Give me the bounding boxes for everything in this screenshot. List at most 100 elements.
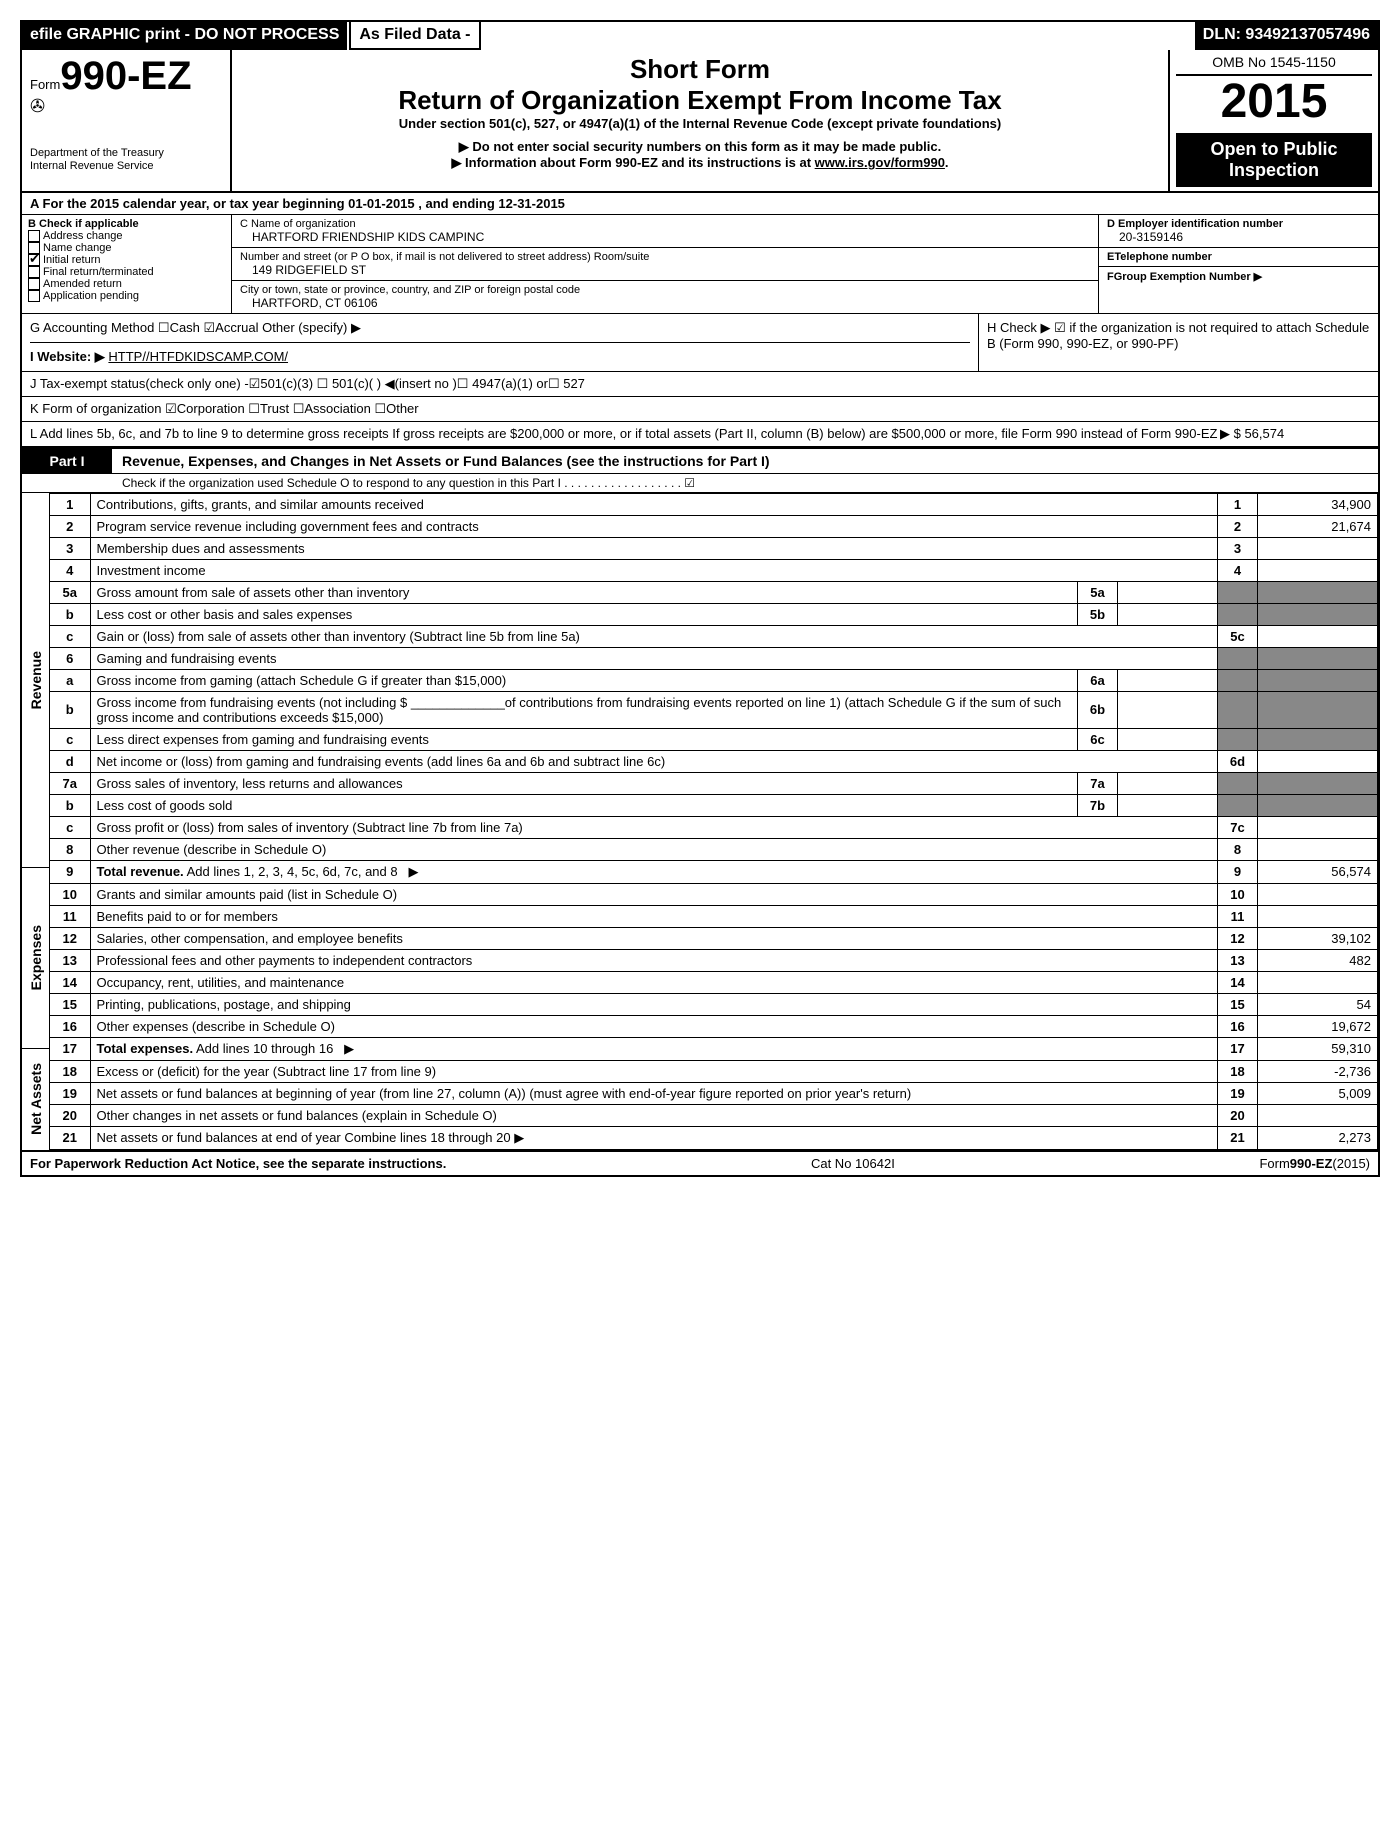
line-subval: [1118, 794, 1218, 816]
line-desc: Professional fees and other payments to …: [90, 949, 1218, 971]
line-desc: Excess or (deficit) for the year (Subtra…: [90, 1060, 1218, 1082]
checkbox-label: Amended return: [43, 278, 122, 290]
efile-label: efile GRAPHIC print - DO NOT PROCESS: [22, 22, 349, 50]
row-gh: G Accounting Method ☐Cash ☑Accrual Other…: [22, 314, 1378, 372]
line-number: 2: [50, 515, 90, 537]
checkbox-box[interactable]: [28, 254, 40, 266]
line-row: 12Salaries, other compensation, and empl…: [50, 927, 1378, 949]
line-desc: Gross amount from sale of assets other t…: [90, 581, 1078, 603]
line-subval: [1118, 691, 1218, 728]
line-numcol-shade: [1218, 603, 1258, 625]
line-number: 15: [50, 993, 90, 1015]
line-numcol: 16: [1218, 1015, 1258, 1037]
line-row: cLess direct expenses from gaming and fu…: [50, 728, 1378, 750]
line-subval: [1118, 603, 1218, 625]
header-left: Form990-EZ ✇ Department of the Treasury …: [22, 50, 232, 191]
line-val-shade: [1258, 647, 1378, 669]
row-h: H Check ▶ ☑ if the organization is not r…: [978, 314, 1378, 371]
line-desc: Total revenue. Add lines 1, 2, 3, 4, 5c,…: [90, 860, 1218, 883]
line-numcol: 1: [1218, 493, 1258, 515]
checkbox-address-change[interactable]: Address change: [28, 230, 225, 242]
checkbox-initial-return[interactable]: Initial return: [28, 254, 225, 266]
notice-2: ▶ Information about Form 990-EZ and its …: [240, 155, 1160, 171]
line-desc: Membership dues and assessments: [90, 537, 1218, 559]
line-val: 482: [1258, 949, 1378, 971]
vlabel-expenses: Expenses: [28, 925, 44, 990]
checkbox-label: Application pending: [43, 290, 139, 302]
line-row: 6Gaming and fundraising events: [50, 647, 1378, 669]
footer-left: For Paperwork Reduction Act Notice, see …: [30, 1156, 446, 1171]
section-b: B Check if applicable Address changeName…: [22, 215, 232, 313]
line-row: 13Professional fees and other payments t…: [50, 949, 1378, 971]
line-desc: Benefits paid to or for members: [90, 905, 1218, 927]
line-desc: Printing, publications, postage, and shi…: [90, 993, 1218, 1015]
line-val-shade: [1258, 691, 1378, 728]
line-number: 13: [50, 949, 90, 971]
line-desc: Program service revenue including govern…: [90, 515, 1218, 537]
irs-url[interactable]: www.irs.gov/form990: [815, 155, 945, 170]
dept-irs: Internal Revenue Service: [30, 160, 222, 173]
e-label: ETelephone number: [1099, 248, 1378, 267]
line-numcol: 3: [1218, 537, 1258, 559]
line-desc: Less cost or other basis and sales expen…: [90, 603, 1078, 625]
line-number: 5a: [50, 581, 90, 603]
line-desc: Salaries, other compensation, and employ…: [90, 927, 1218, 949]
row-j: J Tax-exempt status(check only one) -☑50…: [22, 372, 1378, 397]
line-val: [1258, 816, 1378, 838]
checkbox-box[interactable]: [28, 266, 40, 278]
lines-table: 1Contributions, gifts, grants, and simil…: [50, 493, 1378, 1150]
footer-mid: Cat No 10642I: [811, 1156, 895, 1171]
line-desc: Gross income from fundraising events (no…: [90, 691, 1078, 728]
website-url[interactable]: HTTP//HTFDKIDSCAMP.COM/: [108, 349, 288, 364]
vlabel-netassets: Net Assets: [28, 1063, 44, 1135]
lines-table-container: 1Contributions, gifts, grants, and simil…: [50, 493, 1378, 1150]
line-numcol: 15: [1218, 993, 1258, 1015]
checkbox-amended-return[interactable]: Amended return: [28, 278, 225, 290]
notice-2-text: ▶ Information about Form 990-EZ and its …: [451, 155, 814, 170]
line-row: 14Occupancy, rent, utilities, and mainte…: [50, 971, 1378, 993]
line-numcol: 21: [1218, 1126, 1258, 1149]
short-form-title: Short Form: [240, 54, 1160, 85]
line-numcol: 11: [1218, 905, 1258, 927]
line-val: [1258, 838, 1378, 860]
row-l-value: ▶ $ 56,574: [1220, 426, 1370, 442]
checkbox-label: Final return/terminated: [43, 266, 154, 278]
vlabel-revenue: Revenue: [28, 651, 44, 709]
line-number: 10: [50, 883, 90, 905]
line-numcol: 13: [1218, 949, 1258, 971]
org-street: 149 RIDGEFIELD ST: [240, 263, 1090, 277]
line-row: 21Net assets or fund balances at end of …: [50, 1126, 1378, 1149]
topbar-spacer: [481, 22, 1195, 50]
line-numcol: 8: [1218, 838, 1258, 860]
c-name-label: C Name of organization: [240, 218, 1090, 230]
part-1-header: Part I Revenue, Expenses, and Changes in…: [22, 447, 1378, 474]
line-val: 56,574: [1258, 860, 1378, 883]
part-1-label: Part I: [22, 449, 112, 473]
line-desc: Gross sales of inventory, less returns a…: [90, 772, 1078, 794]
checkbox-name-change[interactable]: Name change: [28, 242, 225, 254]
line-desc: Total expenses. Add lines 10 through 16 …: [90, 1037, 1218, 1060]
line-subno: 7b: [1078, 794, 1118, 816]
line-row: 5aGross amount from sale of assets other…: [50, 581, 1378, 603]
line-row: cGain or (loss) from sale of assets othe…: [50, 625, 1378, 647]
line-number: 8: [50, 838, 90, 860]
line-row: 15Printing, publications, postage, and s…: [50, 993, 1378, 1015]
line-row: aGross income from gaming (attach Schedu…: [50, 669, 1378, 691]
checkbox-box[interactable]: [28, 278, 40, 290]
line-desc: Net income or (loss) from gaming and fun…: [90, 750, 1218, 772]
line-numcol: 2: [1218, 515, 1258, 537]
line-numcol: 14: [1218, 971, 1258, 993]
line-row: 2Program service revenue including gover…: [50, 515, 1378, 537]
line-number: 7a: [50, 772, 90, 794]
line-number: 20: [50, 1104, 90, 1126]
line-number: 3: [50, 537, 90, 559]
row-i: I Website: ▶ HTTP//HTFDKIDSCAMP.COM/: [30, 349, 970, 365]
line-number: c: [50, 625, 90, 647]
checkbox-box[interactable]: [28, 230, 40, 242]
checkbox-final-return-terminated[interactable]: Final return/terminated: [28, 266, 225, 278]
subtitle: Under section 501(c), 527, or 4947(a)(1)…: [240, 116, 1160, 131]
line-row: 7aGross sales of inventory, less returns…: [50, 772, 1378, 794]
line-row: bGross income from fundraising events (n…: [50, 691, 1378, 728]
checkbox-box[interactable]: [28, 290, 40, 302]
checkbox-application-pending[interactable]: Application pending: [28, 290, 225, 302]
